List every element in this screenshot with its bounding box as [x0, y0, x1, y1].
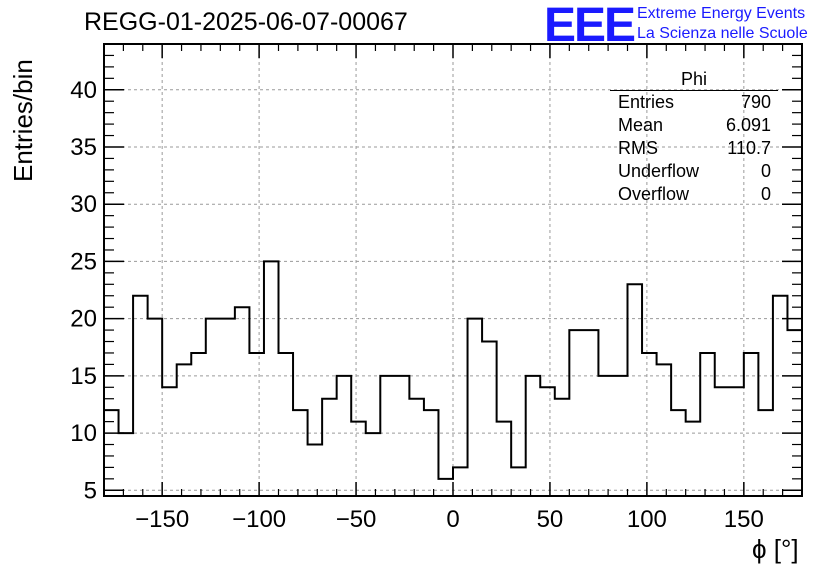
y-tick-label: 35: [70, 134, 97, 161]
chart-title: REGG-01-2025-06-07-00067: [84, 8, 408, 36]
x-tick-label: 100: [627, 506, 667, 533]
stats-title: Phi: [610, 69, 778, 91]
y-tick-label: 25: [70, 248, 97, 275]
stats-label: RMS: [618, 138, 658, 158]
y-tick-label: 30: [70, 191, 97, 218]
stats-label: Underflow: [618, 161, 700, 181]
stats-row-mean: Mean 6.091: [610, 114, 778, 137]
x-tick-label: −50: [336, 506, 377, 533]
stats-value: 110.7: [727, 138, 771, 158]
stats-value: 0: [760, 184, 771, 204]
histogram-line: [104, 66, 803, 480]
stats-label: Overflow: [618, 184, 690, 204]
x-tick-label: 150: [724, 506, 764, 533]
y-tick-label: 5: [84, 477, 97, 504]
stats-row-underflow: Underflow 0: [610, 160, 778, 183]
logo-caption-line1: Extreme Energy Events: [637, 5, 806, 22]
stats-value: 790: [740, 92, 771, 112]
stats-row-entries: Entries 790: [610, 91, 778, 114]
eee-logo: EEE: [544, 0, 636, 52]
stats-row-rms: RMS 110.7: [610, 137, 778, 160]
logo-caption: Extreme Energy Events La Scienza nelle S…: [637, 4, 808, 44]
tick-labels: −150 −100 −50 0 50 100 150 5 10 15 20 25 30 35 40: [70, 77, 764, 533]
stats-value: 0: [760, 161, 771, 181]
y-tick-label: 15: [70, 363, 97, 390]
x-tick-label: −150: [135, 506, 189, 533]
plot-frame: [103, 43, 803, 497]
stats-label: Mean: [618, 115, 664, 135]
x-axis-label: ϕ [°]: [752, 534, 799, 564]
y-tick-label: 40: [70, 77, 97, 104]
y-tick-label: 20: [70, 306, 97, 333]
y-axis-label: Entries/bin: [8, 59, 38, 182]
x-tick-label: 50: [537, 506, 564, 533]
logo-caption-line2: La Scienza nelle Scuole: [637, 25, 808, 42]
y-tick-label: 10: [70, 420, 97, 447]
x-tick-label: −100: [232, 506, 286, 533]
x-tick-label: 0: [446, 506, 459, 533]
stats-row-overflow: Overflow 0: [610, 183, 778, 206]
stats-box: Phi Entries 790 Mean 6.091 RMS 110.7 Und…: [610, 69, 778, 206]
stats-value: 6.091: [725, 115, 771, 135]
stats-label: Entries: [618, 92, 675, 112]
